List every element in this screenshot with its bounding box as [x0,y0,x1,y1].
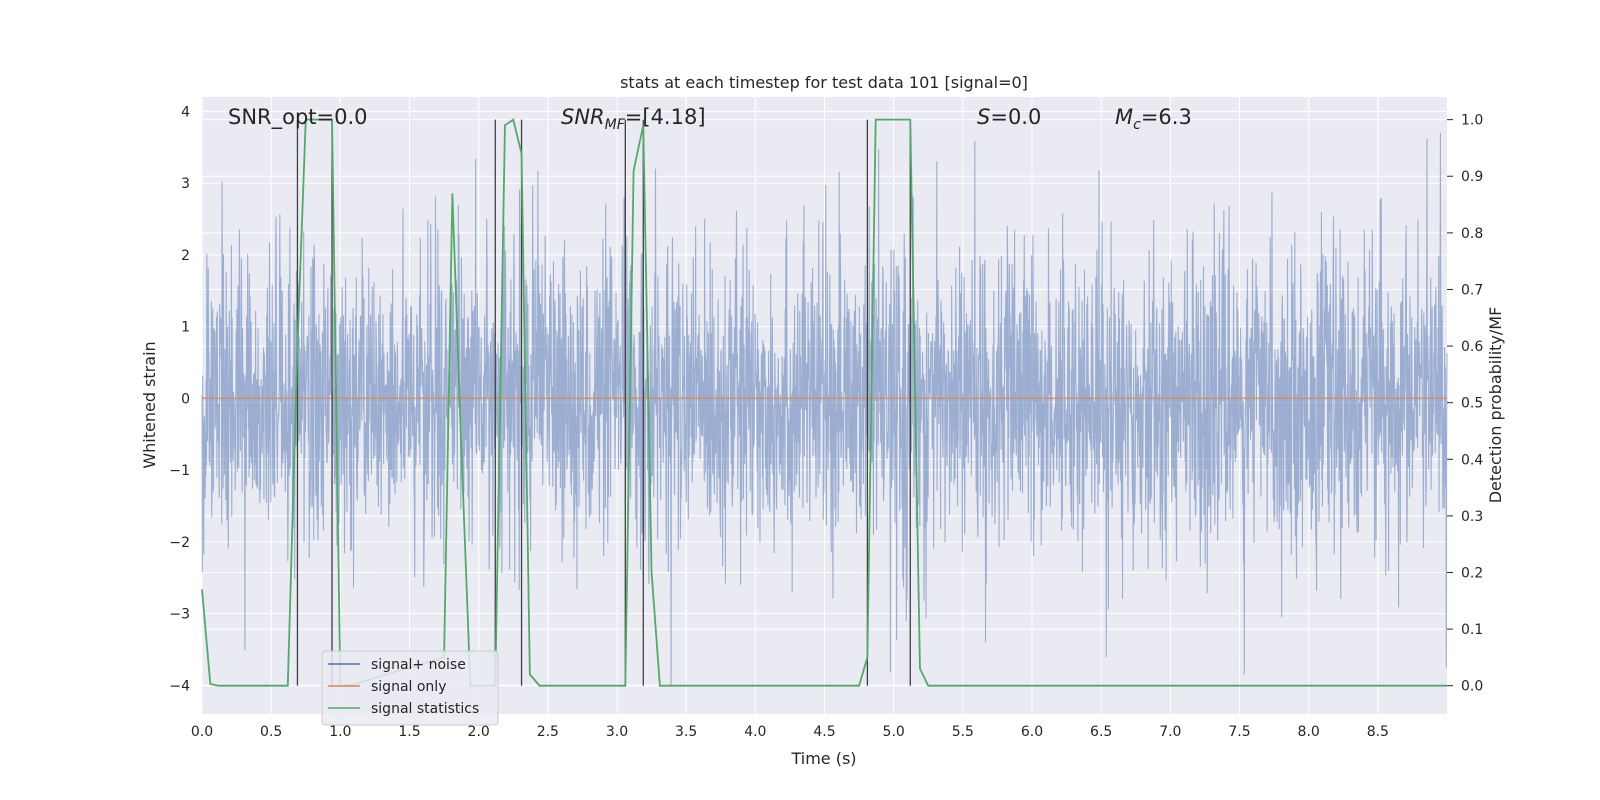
legend: signal+ noise signal only signal statist… [321,650,499,726]
y-tick-label-right: 0.4 [1461,452,1483,468]
y-tick-label-right: 0.5 [1461,396,1483,412]
y-tick-label-right: 0.9 [1461,169,1483,185]
annotation-mc: Mc=6.3 [1115,105,1192,133]
x-tick-label: 1.0 [329,724,351,740]
x-tick-label: 5.5 [952,724,974,740]
x-tick-label: 1.5 [398,724,420,740]
x-tick-label: 3.5 [675,724,697,740]
x-tick-label: 2.0 [468,724,490,740]
y-tick-label-right: 1.0 [1461,113,1483,129]
y-tick-label-right: 0.6 [1461,339,1483,355]
x-tick-label: 8.0 [1298,724,1320,740]
annotation-mc-sub: c [1133,117,1141,133]
x-tick-labels: 0.0 0.5 1.0 1.5 2.0 2.5 3.0 3.5 4.0 4.5 5.0 5.5 6.0 6… [191,724,1389,740]
signal-noise-line [201,132,1448,686]
x-tick-label: 0.0 [191,724,213,740]
annotation-snr-mf-base: SNR [561,105,605,129]
y-tick-labels-right: 0.0 0.1 0.2 0.3 0.4 0.5 0.6 0.7 0.8 0.9 1.0 [1447,113,1483,695]
x-tick-label: 4.0 [744,724,766,740]
y-tick-label-left: 0 [181,391,190,407]
signal-statistics-line [201,118,1447,687]
x-tick-label: 0.5 [260,724,282,740]
y-tick-label-left: −4 [169,678,190,694]
x-tick-label: 3.0 [606,724,628,740]
y-tick-label-left: 3 [181,176,190,192]
y-tick-labels-left: −4 −3 −2 −1 0 1 2 3 4 [169,104,190,694]
annotation-s: S=0.0 [977,105,1041,129]
y-axis-label-right: Detection probability/MF [1486,307,1505,504]
legend-box [321,650,499,726]
annotation-snr-mf-value: =[4.18] [625,105,706,129]
annotation-snr-opt: SNR_opt=0.0 [228,105,368,130]
annotation-s-value: =0.0 [990,105,1041,129]
y-tick-label-right: 0.8 [1461,226,1483,242]
y-tick-label-left: 2 [181,248,190,264]
annotation-s-symbol: S [977,105,990,129]
x-axis-label: Time (s) [790,749,856,768]
y-tick-label-right: 0.0 [1461,679,1483,695]
x-tick-label: 8.5 [1367,724,1389,740]
y-tick-label-right: 0.2 [1461,565,1483,581]
y-tick-label-right: 0.7 [1461,282,1483,298]
signal-statistics-series [201,118,1447,687]
legend-label-signal-only: signal only [371,679,446,695]
y-tick-label-right: 0.1 [1461,622,1483,638]
legend-label-signal-noise: signal+ noise [371,657,466,673]
annotation-snr-mf-sub: MF [605,117,626,133]
y-tick-label-left: 4 [181,104,190,120]
legend-label-signal-statistics: signal statistics [371,701,479,717]
x-tick-label: 6.0 [1021,724,1043,740]
chart-title: stats at each timestep for test data 101… [620,73,1028,92]
y-axis-label-left: Whitened strain [140,341,159,468]
y-tick-label-left: −3 [169,607,190,623]
x-tick-label: 2.5 [537,724,559,740]
x-tick-label: 7.5 [1228,724,1250,740]
y-tick-label-right: 0.3 [1461,509,1483,525]
annotation-mc-value: =6.3 [1141,105,1192,129]
noise-series [201,132,1448,686]
y-tick-label-left: −2 [169,535,190,551]
x-tick-label: 7.0 [1159,724,1181,740]
x-tick-label: 5.0 [883,724,905,740]
y-tick-label-left: −1 [169,463,190,479]
x-tick-label: 4.5 [813,724,835,740]
annotation-snr-mf: SNRMF=[4.18] [561,105,706,133]
y-tick-label-left: 1 [181,320,190,336]
x-tick-label: 6.5 [1090,724,1112,740]
annotation-mc-symbol: M [1115,105,1133,129]
vertical-lines [296,119,911,686]
